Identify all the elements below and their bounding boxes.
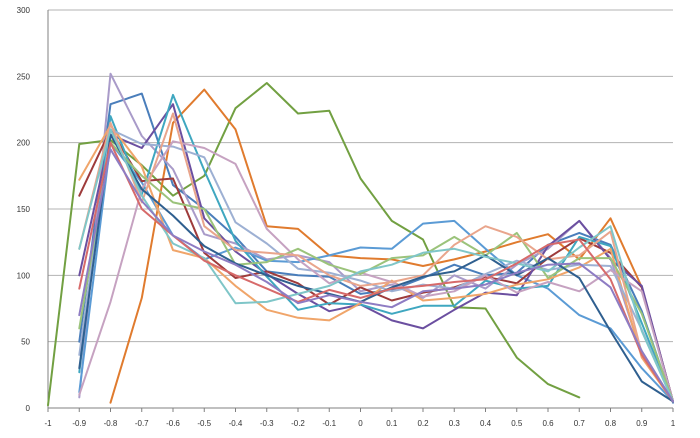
y-tick-label: 150 xyxy=(17,205,31,214)
series-line-12 xyxy=(78,141,674,403)
x-tick-label: 0.4 xyxy=(480,419,492,428)
y-tick-label: 250 xyxy=(17,72,31,81)
y-tick-label: 0 xyxy=(26,404,31,413)
gridlines xyxy=(48,9,673,343)
x-tick-label: -0.6 xyxy=(166,419,180,428)
series-line-9 xyxy=(78,124,674,403)
x-tick-label: -0.2 xyxy=(291,419,305,428)
x-tick-label: -0.7 xyxy=(135,419,149,428)
series-line-2 xyxy=(109,88,674,404)
series-line-11 xyxy=(78,140,674,403)
x-tick-label: 0 xyxy=(358,419,363,428)
y-tick-label: 50 xyxy=(21,338,30,347)
x-tick-label: 0.8 xyxy=(605,419,617,428)
x-tick-label: -0.9 xyxy=(72,419,86,428)
series-line-17 xyxy=(78,148,674,403)
y-tick-label: 100 xyxy=(17,271,31,280)
x-tick-label: -1 xyxy=(44,419,52,428)
series-line-13 xyxy=(78,112,674,403)
x-tick-label: -0.3 xyxy=(260,419,274,428)
axes xyxy=(47,10,674,412)
y-tick-label: 300 xyxy=(17,6,31,15)
x-tick-label: -0.1 xyxy=(322,419,336,428)
x-tick-label: 0.9 xyxy=(636,419,648,428)
series-line-14 xyxy=(78,133,674,403)
series-line-15 xyxy=(78,128,674,403)
x-tick-label: 0.1 xyxy=(386,419,398,428)
x-tick-label: 0.7 xyxy=(574,419,586,428)
x-tick-label: -0.8 xyxy=(104,419,118,428)
y-tick-label: 200 xyxy=(17,139,31,148)
x-tick-label: 0.3 xyxy=(449,419,461,428)
x-tick-label: -0.4 xyxy=(229,419,243,428)
x-tick-label: -0.5 xyxy=(197,419,211,428)
y-tick-labels: 0 50 100 150 200 250 300 xyxy=(17,6,31,413)
x-tick-label: 0.5 xyxy=(511,419,523,428)
series-line-10 xyxy=(78,128,674,403)
series-line-16 xyxy=(78,141,674,403)
x-tick-label: 0.2 xyxy=(417,419,429,428)
x-tick-label: 0.6 xyxy=(542,419,554,428)
x-tick-labels: -1 -0.9 -0.8 -0.7 -0.6 -0.5 -0.4 -0.3 -0.2 -0.1 0 0… xyxy=(44,419,675,428)
series-line-8 xyxy=(78,93,674,403)
series-line-7 xyxy=(78,103,674,403)
series-lines xyxy=(47,72,674,407)
x-tick-label: 1 xyxy=(671,419,676,428)
